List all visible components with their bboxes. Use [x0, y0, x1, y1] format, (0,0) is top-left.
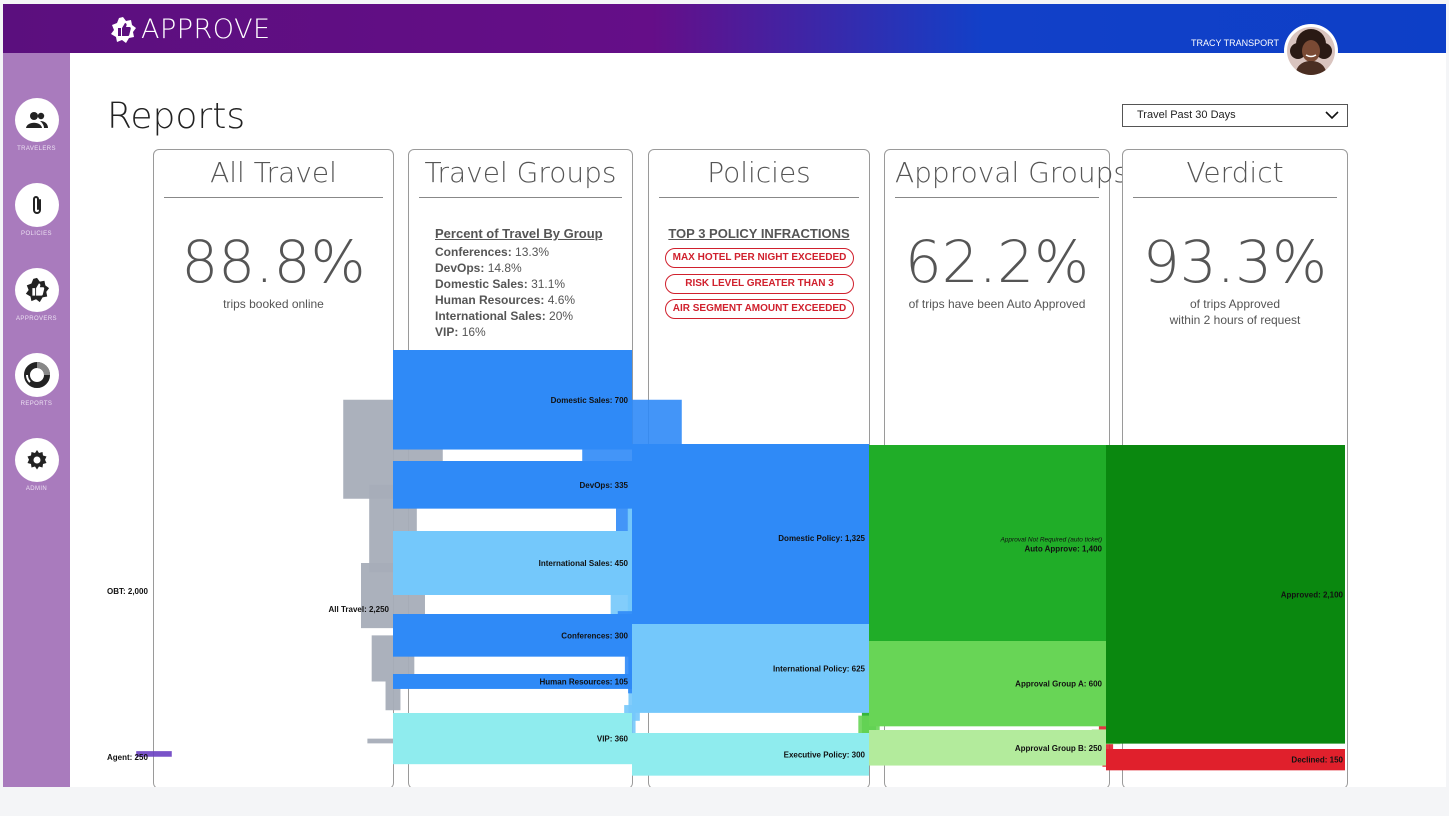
- avatar-photo-icon: [1287, 27, 1335, 75]
- sidebar: TRAVELERS POLICIES APPROVERS REPORTS ADM…: [3, 53, 70, 787]
- panel-policies: Policies TOP 3 POLICY INFRACTIONS MAX HO…: [648, 149, 870, 787]
- donut-chart-icon: [23, 362, 50, 388]
- sidebar-item-admin[interactable]: ADMIN: [3, 438, 70, 492]
- date-range-value: Travel Past 30 Days: [1137, 109, 1236, 121]
- panel-title: Verdict: [1133, 156, 1337, 198]
- approved-stat: 93.3%: [1142, 228, 1328, 296]
- stat-description: of trips Approved within 2 hours of requ…: [1169, 297, 1301, 327]
- brand[interactable]: APPROVE: [109, 14, 271, 45]
- user-name[interactable]: TRACY TRANSPORT: [1190, 38, 1279, 48]
- brand-name: APPROVE: [141, 14, 271, 45]
- group-percent-list: Percent of Travel By Group Conferences: …: [435, 226, 603, 340]
- panel-verdict: Verdict 93.3% of trips Approved within 2…: [1122, 149, 1348, 787]
- stat-description: trips booked online: [223, 297, 324, 311]
- top-bar: APPROVE TRACY TRANSPORT: [3, 4, 1446, 53]
- sidebar-item-label: TRAVELERS: [17, 146, 56, 152]
- infractions-heading: TOP 3 POLICY INFRACTIONS: [668, 226, 850, 241]
- chevron-down-icon: [1325, 111, 1339, 120]
- date-range-select[interactable]: Travel Past 30 Days: [1122, 104, 1348, 127]
- panel-travel-groups: Travel Groups Percent of Travel By Group…: [408, 149, 633, 787]
- thumbs-up-badge-icon: [25, 277, 49, 303]
- sidebar-item-label: POLICIES: [21, 231, 52, 237]
- list-item: Conferences: 13.3%: [435, 245, 550, 259]
- sidebar-item-approvers[interactable]: APPROVERS: [3, 268, 70, 322]
- sidebar-item-label: APPROVERS: [16, 316, 57, 322]
- panel-title: Policies: [659, 156, 859, 198]
- approve-logo-icon: [111, 16, 136, 43]
- panel-title: Approval Groups: [895, 156, 1128, 198]
- users-icon: [25, 112, 48, 128]
- list-item: DevOps: 14.8%: [435, 261, 522, 275]
- list-item: VIP: 16%: [435, 325, 486, 339]
- list-item: Human Resources: 4.6%: [435, 293, 576, 307]
- user-avatar[interactable]: [1284, 24, 1338, 78]
- sankey-node-label: OBT: 2,000: [107, 587, 148, 596]
- app-window: APPROVE TRACY TRANSPORT TRAVELERS: [3, 4, 1446, 787]
- list-item: International Sales: 20%: [435, 309, 574, 323]
- stat-description: of trips have been Auto Approved: [908, 297, 1086, 311]
- sankey-node-label: Agent: 250: [107, 753, 148, 762]
- sidebar-item-travelers[interactable]: TRAVELERS: [3, 98, 70, 152]
- panel-approval-groups: Approval Groups 62.2% of trips have been…: [884, 149, 1128, 787]
- page-title: Reports: [107, 96, 246, 137]
- gear-icon: [27, 450, 46, 470]
- sidebar-item-policies[interactable]: POLICIES: [3, 183, 70, 237]
- group-list-heading: Percent of Travel By Group: [435, 226, 603, 241]
- panel-title: Travel Groups: [419, 156, 622, 198]
- sidebar-item-reports[interactable]: REPORTS: [3, 353, 70, 407]
- paperclip-icon: [32, 196, 41, 214]
- infraction-badge[interactable]: RISK LEVEL GREATER THAN 3: [665, 274, 854, 294]
- infraction-badge[interactable]: AIR SEGMENT AMOUNT EXCEEDED: [665, 299, 854, 319]
- list-item: Domestic Sales: 31.1%: [435, 277, 566, 291]
- auto-approved-stat: 62.2%: [904, 228, 1090, 296]
- panel-title: All Travel: [164, 156, 383, 198]
- online-booking-stat: 88.8%: [181, 228, 366, 296]
- sidebar-item-label: ADMIN: [25, 486, 48, 492]
- infraction-badge[interactable]: MAX HOTEL PER NIGHT EXCEEDED: [665, 248, 854, 268]
- sidebar-item-label: REPORTS: [20, 401, 53, 407]
- panel-all-travel: All Travel 88.8% trips booked online: [153, 149, 394, 787]
